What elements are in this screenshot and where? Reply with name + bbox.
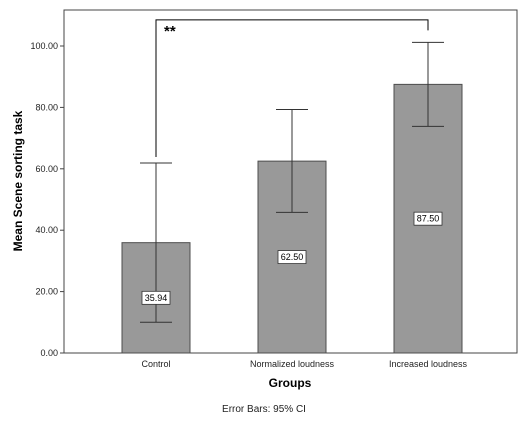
data-label: 87.50 xyxy=(417,214,440,224)
data-label: 62.50 xyxy=(281,252,304,262)
x-category-label: Normalized loudness xyxy=(250,359,335,369)
footnote: Error Bars: 95% CI xyxy=(222,404,306,415)
data-labels-group: 35.94 62.50 87.50 xyxy=(141,211,443,305)
x-category-label: Control xyxy=(141,359,170,369)
x-category-label: Increased loudness xyxy=(389,359,468,369)
data-label-box xyxy=(141,290,171,305)
y-tick-label: 60.00 xyxy=(35,164,58,174)
data-label-box xyxy=(413,211,443,226)
significance-label: ** xyxy=(164,23,176,40)
y-tick-label: 40.00 xyxy=(35,225,58,235)
data-label: 35.94 xyxy=(145,293,168,303)
significance-bracket xyxy=(155,19,429,157)
y-tick-label: 80.00 xyxy=(35,102,58,112)
x-axis-category-labels: Control Normalized loudness Increased loud… xyxy=(141,359,467,369)
data-label-box xyxy=(277,250,307,264)
y-axis-ticks: 0.00 20.00 40.00 60.00 80.00 100.00 xyxy=(30,41,64,358)
y-axis-title: Mean Scene sorting task xyxy=(11,110,25,251)
y-tick-label: 0.00 xyxy=(40,348,58,358)
significance-annotation: ** xyxy=(155,19,429,157)
y-tick-label: 100.00 xyxy=(30,41,58,51)
x-axis-title: Groups xyxy=(269,376,312,390)
y-tick-label: 20.00 xyxy=(35,287,58,297)
